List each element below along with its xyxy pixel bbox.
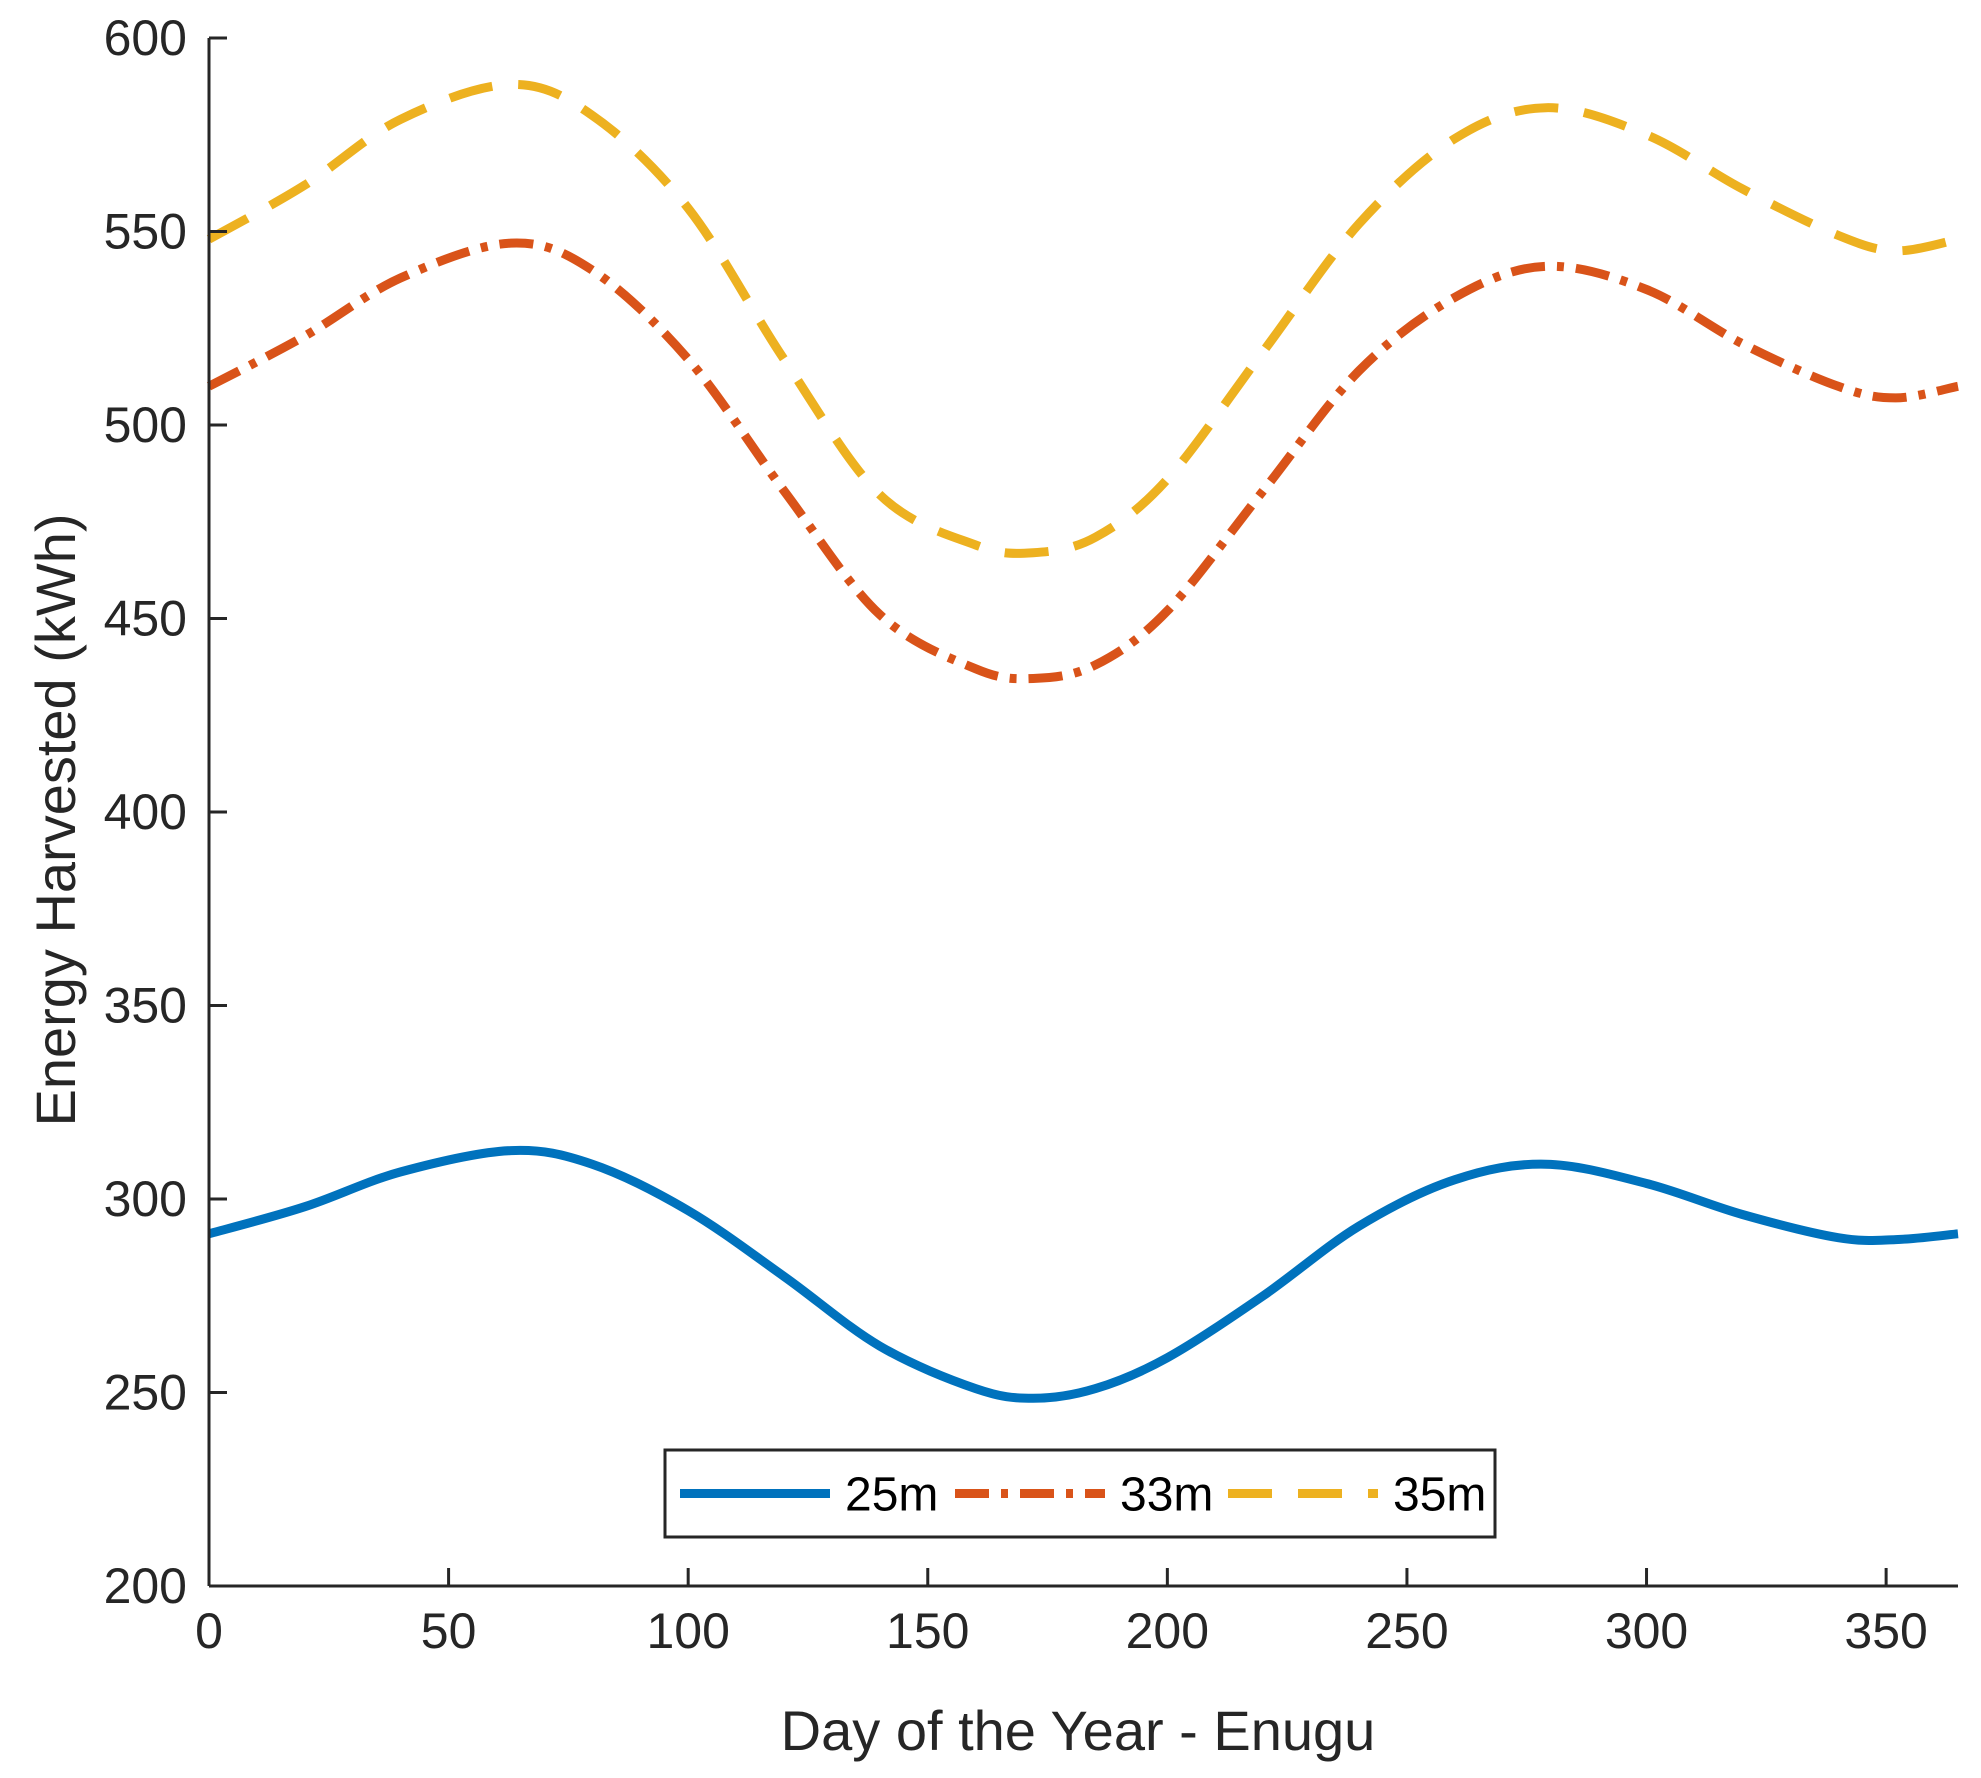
series-line-35m [206,79,1959,558]
y-tick-label-200: 200 [104,1558,187,1614]
x-tick-label-150: 150 [886,1603,969,1659]
y-axis-label: Energy Harvested (kWh) [24,513,87,1126]
y-tick-label-400: 400 [104,784,187,840]
series-line-33m [206,238,1959,684]
y-tick-label-250: 250 [104,1365,187,1421]
y-tick-label-450: 450 [104,591,187,647]
x-tick-label-300: 300 [1605,1603,1688,1659]
y-tick-label-550: 550 [104,204,187,260]
x-tick-label-200: 200 [1126,1603,1209,1659]
x-tick-label-50: 50 [421,1603,477,1659]
legend-label-35m: 35m [1393,1469,1486,1522]
legend-label-25m: 25m [845,1469,938,1522]
x-tick-label-250: 250 [1365,1603,1448,1659]
y-tick-label-500: 500 [104,397,187,453]
y-tick-label-600: 600 [104,10,187,66]
legend: 25m 33m 35m [663,1448,1497,1539]
y-tick-label-350: 350 [104,978,187,1034]
x-tick-label-0: 0 [195,1603,223,1659]
axes: 0 50 100 150 200 250 300 350 200 250 300 350 400 450 5… [104,10,1958,1659]
series-line-25m [207,1145,1959,1403]
x-axis-label: Day of the Year - Enugu [781,1699,1376,1762]
x-tick-label-350: 350 [1844,1603,1927,1659]
x-tick-label-100: 100 [646,1603,729,1659]
series-layer [206,79,1959,1403]
legend-label-33m: 33m [1120,1469,1213,1522]
y-tick-label-300: 300 [104,1171,187,1227]
